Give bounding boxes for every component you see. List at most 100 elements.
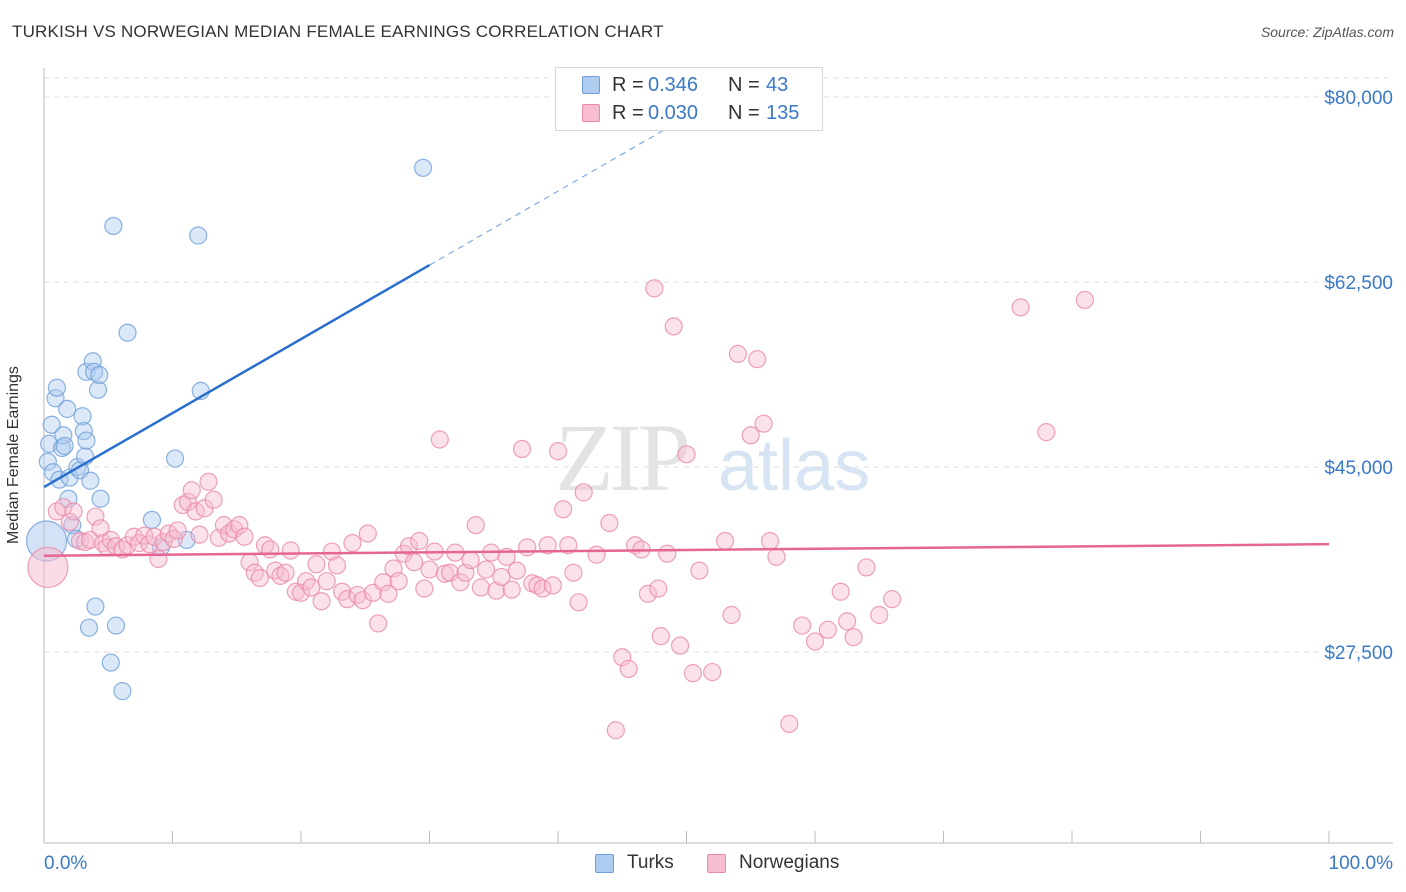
watermark: ZIP atlas [555, 404, 870, 511]
norwegian-point [760, 531, 780, 551]
legend-row-norwegians: R = 0.030 N = 135 [556, 100, 822, 128]
norwegian-point [649, 579, 668, 598]
norwegian-point [857, 558, 876, 577]
norwegian-point [1011, 298, 1030, 317]
norwegian-point [404, 553, 424, 572]
turk-point [63, 516, 82, 535]
turk-point [79, 618, 99, 637]
norwegian-point [658, 544, 677, 563]
norwegian-point [230, 516, 249, 535]
norwegian-point [548, 442, 568, 461]
norwegian-point [518, 538, 537, 557]
turk-point [47, 378, 66, 397]
norwegian-point [199, 472, 218, 491]
turk-point [86, 597, 105, 616]
norwegian-point [838, 612, 857, 631]
norwegian-point [844, 628, 863, 647]
norwegian-point [190, 525, 209, 544]
y-tick-label: $45,000 [1324, 458, 1393, 479]
norwegians-points [27, 279, 1094, 740]
norwegian-point [528, 576, 547, 595]
norwegian-point [538, 536, 557, 555]
n-label: N = [728, 102, 760, 124]
turk-point [165, 449, 185, 468]
norwegian-point [645, 279, 664, 298]
norwegian-point [670, 636, 690, 655]
x-tick-labels: 0.0% 100.0% [44, 853, 1393, 874]
norwegian-point [250, 568, 269, 588]
norwegian-point [818, 620, 837, 639]
chart-title: TURKISH VS NORWEGIAN MEDIAN FEMALE EARNI… [12, 22, 664, 41]
norwegian-point [149, 549, 168, 569]
norwegian-point [677, 445, 696, 464]
turk-point [55, 436, 74, 455]
n-value: 135 [766, 102, 800, 124]
norwegian-point [461, 550, 480, 570]
norwegian-point [664, 317, 683, 336]
turk-point [104, 216, 123, 236]
norwegian-point [715, 531, 735, 551]
norwegian-point [317, 572, 336, 591]
norwegian-point [145, 527, 164, 546]
norwegian-point [533, 579, 552, 598]
norwegian-point [741, 426, 760, 445]
norwegian-point [164, 529, 183, 548]
norwegian-point [348, 585, 367, 605]
norwegian-point [882, 590, 902, 609]
norwegian-point [1075, 290, 1094, 310]
correlation-legend: R = 0.346 N = 43 R = 0.030 N = 135 [555, 67, 823, 131]
norwegian-point [415, 579, 434, 598]
norwegian-point [451, 573, 470, 592]
n-value: 43 [766, 74, 789, 96]
norwegian-point [507, 561, 526, 580]
turk-point [88, 380, 108, 399]
turk-point [91, 489, 110, 508]
turk-point [90, 365, 109, 385]
norwegian-point [1037, 423, 1056, 442]
turk-point [85, 362, 104, 381]
norwegian-point [613, 648, 632, 667]
turk-point [42, 415, 61, 434]
n-label: N = [728, 74, 760, 96]
norwegians-trend-line [43, 542, 1330, 558]
norwegian-point [512, 439, 532, 459]
turk-point [118, 323, 137, 342]
norwegian-point [587, 545, 606, 564]
norwegian-point [389, 572, 408, 591]
r-value: 0.030 [648, 102, 699, 124]
source-label: Source: ZipAtlas.com [1260, 24, 1394, 40]
norwegian-point [870, 605, 889, 625]
watermark-zip: ZIP [555, 404, 688, 511]
norwegian-point [564, 563, 583, 582]
norwegians-legend-swatch [707, 854, 726, 873]
norwegian-point [353, 591, 372, 610]
turk-point [189, 226, 208, 245]
norwegian-point [60, 512, 79, 532]
norwegian-point [343, 534, 362, 553]
norwegian-point [245, 563, 264, 582]
x-tick-label: 100.0% [1329, 853, 1394, 874]
legend-label-turks: Turks [627, 852, 674, 873]
turk-point [101, 653, 120, 672]
axes [43, 68, 1393, 844]
norwegian-point [358, 524, 377, 543]
turk-point [113, 682, 132, 701]
norwegian-point [379, 584, 398, 603]
norwegian-point [767, 547, 786, 566]
norwegian-point [271, 566, 290, 585]
norwegian-point [502, 580, 521, 599]
norwegian-point [86, 507, 105, 526]
norwegian-point [471, 578, 490, 597]
norwegian-point [91, 519, 110, 538]
y-tick-labels: $27,500 $45,000 $62,500 $80,000 [1324, 88, 1393, 664]
series-legend: Turks Norwegians [0, 852, 1406, 878]
norwegian-point [722, 605, 741, 625]
norwegian-point [466, 516, 485, 535]
norwegian-point [831, 582, 850, 601]
norwegian-point [327, 556, 347, 575]
r-value: 0.346 [648, 74, 699, 96]
r-label: R = [612, 74, 644, 96]
norwegian-point [690, 561, 709, 580]
norwegian-point [338, 590, 357, 609]
norwegian-point [178, 492, 198, 511]
